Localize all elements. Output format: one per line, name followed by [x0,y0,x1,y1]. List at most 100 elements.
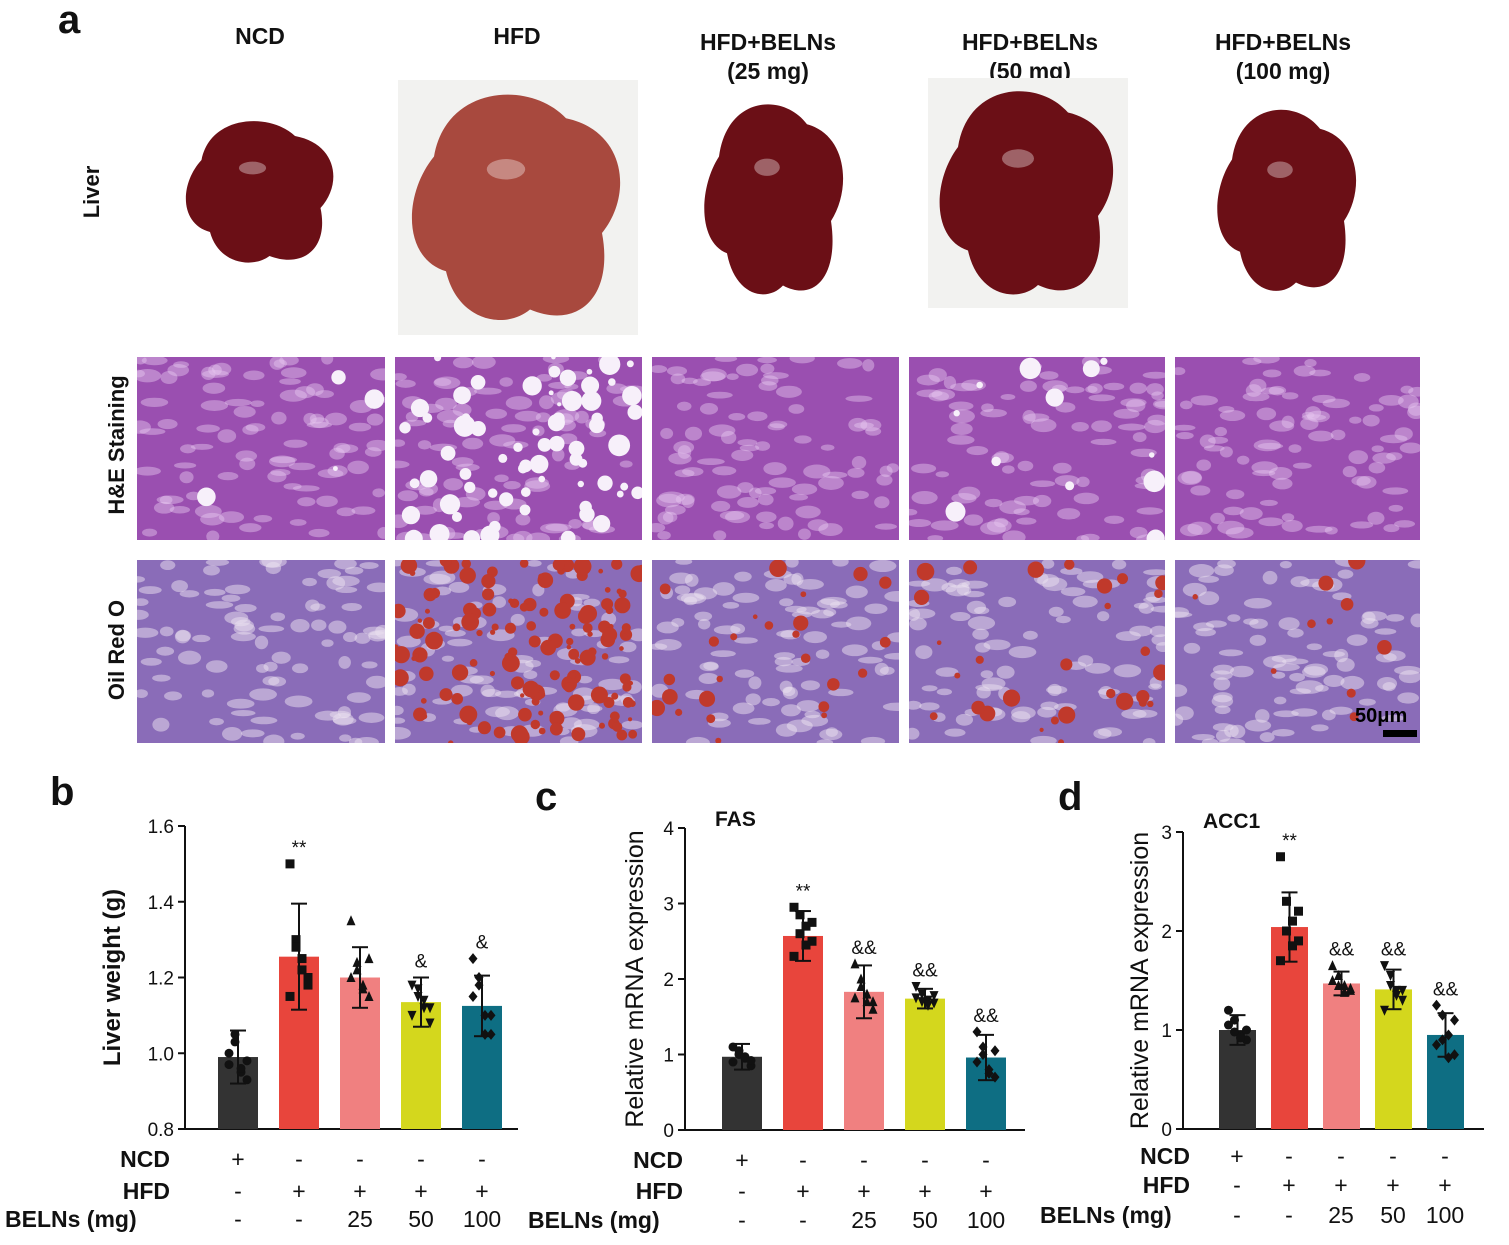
data-point [917,989,927,1000]
data-point [1328,975,1337,985]
data-point [1398,985,1407,996]
y-tick-label: 0.8 [148,1120,174,1141]
bar [783,935,823,1130]
y-tick-label: 0 [663,1121,674,1142]
condition-row-label: NCD [120,1146,170,1172]
significance-label: && [973,1006,999,1027]
data-point [917,997,927,1008]
data-point [734,1050,744,1059]
data-point [789,951,799,961]
data-point [856,981,866,992]
data-point [856,973,866,984]
condition-row-label: NCD [1140,1143,1190,1169]
condition-cell: - [1233,1202,1241,1228]
significance-label: & [415,952,428,973]
data-point [419,1003,429,1014]
data-point [486,1028,496,1040]
data-point [911,982,921,993]
column-header-line2: (100 mg) [1235,58,1331,84]
y-tick-label: 1.2 [148,969,174,990]
y-tick-label: 2 [1161,922,1172,943]
chart-title: FAS [715,808,756,831]
data-point [862,988,872,999]
condition-cell: - [234,1206,242,1232]
condition-cell: - [1389,1143,1397,1169]
data-point [728,1042,738,1052]
condition-cell: 100 [966,1207,1006,1233]
significance-label: ** [292,838,307,859]
data-point [358,979,368,990]
column-header-line2: (25 mg) [727,58,809,84]
condition-cell: - [1285,1143,1293,1169]
y-tick-label: 1 [1161,1021,1172,1042]
condition-cell: + [292,1178,306,1204]
row-label-liver: Liver [79,165,104,219]
liver-photo [704,104,844,295]
liver-photo [1217,109,1357,291]
data-point [923,995,933,1006]
data-point [291,942,301,952]
bar [1271,927,1308,1129]
column-header: HFD [407,22,627,51]
data-point [1236,1030,1245,1040]
he-micrograph [395,357,642,540]
data-point [1282,896,1291,906]
data-point [850,958,860,969]
bar [844,991,884,1130]
data-point [480,1028,490,1040]
y-tick-label: 3 [1161,823,1172,844]
data-point [1386,971,1395,982]
data-point [734,1046,744,1056]
data-point [425,1003,435,1014]
data-point [297,965,307,975]
bar [905,998,945,1130]
data-point [474,979,484,991]
data-point [1392,985,1401,996]
condition-cell: - [799,1147,807,1173]
condition-cell: - [738,1178,746,1204]
bar [340,977,380,1129]
condition-cell: - [799,1207,807,1233]
condition-cell: 100 [1425,1202,1465,1228]
data-point [1242,1025,1251,1035]
condition-cell: - [234,1178,242,1204]
condition-cell: + [414,1178,428,1204]
data-point [346,915,356,926]
data-point [1334,970,1343,981]
column-header: NCD [150,22,370,51]
condition-row-label: HFD [122,1178,170,1204]
data-point [740,1052,750,1062]
data-point [1398,995,1407,1006]
condition-cell: 25 [347,1206,373,1232]
bar [1427,1034,1464,1129]
data-point [413,991,423,1002]
significance-label: ** [1282,831,1297,852]
chart-title: ACC1 [1203,810,1260,833]
data-point [413,984,423,995]
condition-cell: - [295,1146,303,1172]
data-point [352,964,362,975]
data-point [978,1041,988,1053]
data-point [1444,1052,1453,1064]
oil-red-o-micrograph [652,560,899,743]
data-point [236,1067,246,1077]
condition-cell: + [735,1147,749,1173]
condition-cell: - [1285,1202,1293,1228]
data-point [795,929,805,939]
data-point [297,954,307,964]
significance-label: && [912,961,938,982]
data-point [978,1049,988,1060]
significance-label: & [476,933,489,954]
condition-cell: 100 [462,1206,502,1232]
condition-cell: - [295,1206,303,1232]
data-point [1288,916,1297,926]
condition-cell: + [918,1178,932,1204]
data-point [291,935,301,945]
condition-cell: + [979,1178,993,1204]
data-point [1224,1005,1233,1015]
data-point [868,1003,878,1014]
bar [462,1005,502,1129]
data-point [364,953,374,964]
significance-label: && [1433,979,1459,1000]
bar [218,1057,258,1129]
